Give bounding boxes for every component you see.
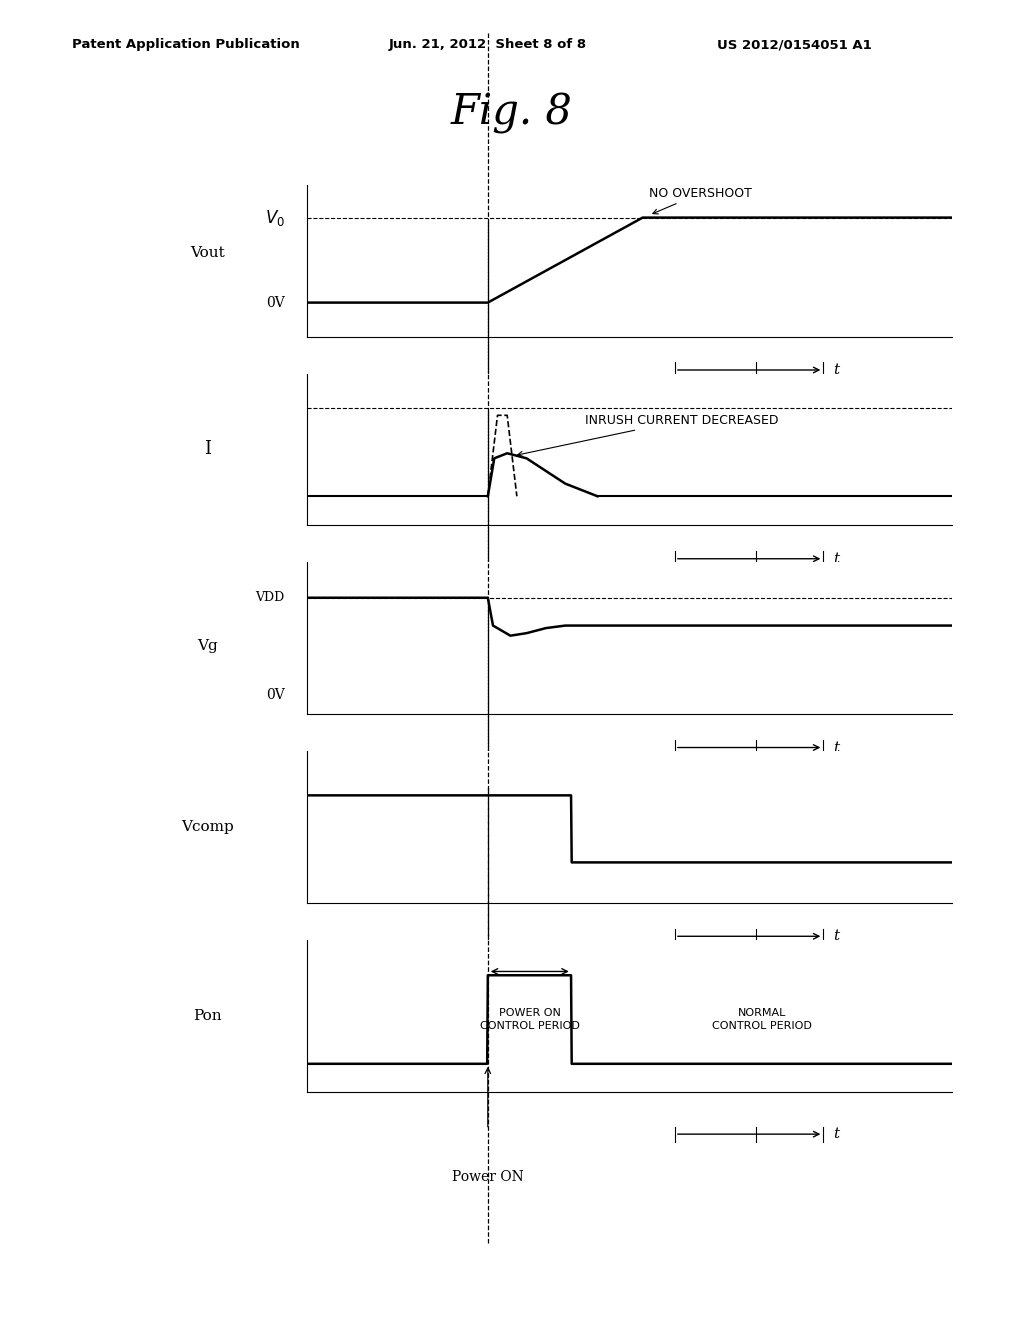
Text: Vg: Vg	[197, 639, 217, 653]
Text: t: t	[833, 363, 839, 378]
Text: Vout: Vout	[189, 246, 224, 260]
Text: Vcomp: Vcomp	[181, 820, 233, 834]
Text: t: t	[833, 552, 839, 566]
Text: $V_0$: $V_0$	[264, 207, 285, 227]
Text: Patent Application Publication: Patent Application Publication	[72, 38, 299, 51]
Text: Power ON: Power ON	[452, 1170, 523, 1184]
Text: POWER ON
CONTROL PERIOD: POWER ON CONTROL PERIOD	[480, 1008, 580, 1031]
Text: 0V: 0V	[266, 296, 285, 310]
Text: t: t	[833, 929, 839, 944]
Text: Fig. 8: Fig. 8	[451, 92, 573, 135]
Text: t: t	[833, 1127, 839, 1142]
Text: 0V: 0V	[266, 688, 285, 702]
Text: INRUSH CURRENT DECREASED: INRUSH CURRENT DECREASED	[517, 414, 778, 457]
Text: I: I	[204, 441, 211, 458]
Text: Pon: Pon	[193, 1008, 221, 1023]
Text: NO OVERSHOOT: NO OVERSHOOT	[649, 187, 752, 214]
Text: VDD: VDD	[255, 591, 285, 605]
Text: NORMAL
CONTROL PERIOD: NORMAL CONTROL PERIOD	[712, 1008, 812, 1031]
Text: US 2012/0154051 A1: US 2012/0154051 A1	[717, 38, 871, 51]
Text: Jun. 21, 2012  Sheet 8 of 8: Jun. 21, 2012 Sheet 8 of 8	[389, 38, 587, 51]
Text: t: t	[833, 741, 839, 755]
